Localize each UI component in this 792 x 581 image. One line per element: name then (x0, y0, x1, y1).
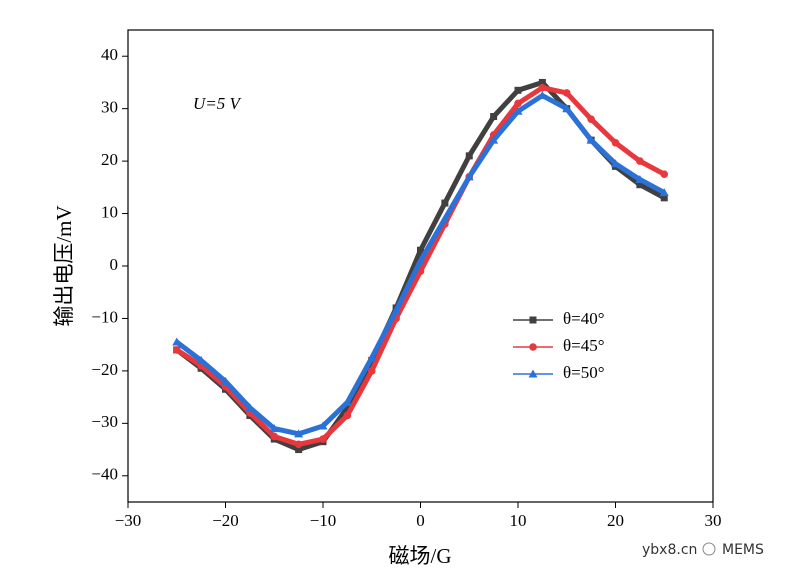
marker (587, 115, 595, 123)
y-tick-label: −40 (91, 465, 118, 484)
marker (529, 316, 537, 324)
marker (660, 170, 669, 179)
source: MEMS (722, 542, 764, 558)
marker (318, 421, 328, 430)
marker (586, 135, 596, 144)
marker (367, 353, 377, 362)
marker (416, 256, 425, 265)
marker (611, 138, 620, 147)
y-tick-label: 20 (101, 150, 118, 169)
legend-label: θ=50° (563, 363, 605, 382)
x-tick-label: −30 (115, 511, 142, 530)
marker (635, 174, 645, 183)
watermark-icon (702, 542, 716, 556)
marker (538, 83, 547, 92)
marker (464, 172, 474, 181)
marker (294, 429, 304, 438)
series-line (175, 93, 666, 437)
marker (441, 199, 449, 207)
x-tick-label: 0 (416, 511, 425, 530)
marker (343, 404, 351, 412)
x-tick-label: −10 (310, 511, 337, 530)
marker (660, 194, 668, 202)
y-tick-label: 30 (101, 98, 118, 117)
marker (528, 369, 538, 378)
marker (172, 337, 182, 346)
marker (636, 181, 644, 189)
annotation: U=5 V (193, 94, 242, 113)
x-tick-label: 20 (607, 511, 624, 530)
marker (529, 343, 537, 351)
marker (196, 355, 206, 364)
marker (611, 159, 620, 168)
marker (562, 89, 571, 97)
marker (270, 432, 279, 441)
legend-label: θ=45° (563, 336, 605, 355)
marker (417, 246, 424, 254)
legend-label: θ=40° (563, 309, 605, 328)
y-tick-label: −30 (91, 412, 118, 431)
x-tick-label: 10 (510, 511, 527, 530)
marker (319, 435, 327, 443)
marker (221, 376, 230, 385)
marker (636, 157, 644, 165)
y-tick-label: 10 (101, 202, 118, 221)
marker (562, 104, 572, 113)
watermark: ybx8.cn (642, 542, 697, 558)
marker (538, 78, 546, 86)
x-tick-label: −20 (212, 511, 239, 530)
marker (391, 306, 401, 315)
y-tick-label: 40 (101, 45, 118, 64)
marker (490, 113, 498, 121)
marker (172, 346, 181, 354)
x-axis-title: 磁场/G (389, 544, 452, 568)
marker (367, 367, 376, 375)
y-axis-title: 输出电压/mV (52, 205, 76, 326)
marker (513, 106, 523, 115)
y-tick-label: −10 (91, 307, 118, 326)
marker (659, 188, 669, 197)
marker (269, 424, 279, 433)
marker (294, 440, 303, 449)
marker (514, 99, 522, 108)
marker (440, 214, 450, 223)
marker (489, 135, 499, 144)
marker (342, 397, 352, 406)
marker (245, 403, 255, 412)
marker (514, 86, 522, 94)
y-tick-label: 0 (110, 255, 119, 274)
marker (343, 411, 352, 420)
marker (465, 152, 473, 160)
x-tick-label: 30 (705, 511, 722, 530)
marker (537, 91, 547, 100)
marker (295, 446, 303, 454)
y-tick-label: −20 (91, 360, 118, 379)
